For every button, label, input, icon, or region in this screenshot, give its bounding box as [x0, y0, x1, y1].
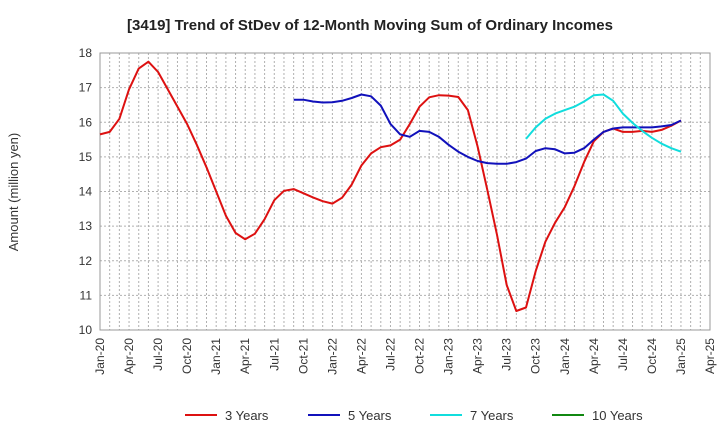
chart-title: [3419] Trend of StDev of 12-Month Moving…	[127, 17, 613, 34]
y-tick-label: 13	[79, 219, 93, 233]
y-axis-label: Amount (million yen)	[6, 133, 21, 252]
legend: 3 Years 5 Years 7 Years 10 Years	[185, 408, 643, 423]
y-tick-label: 16	[79, 115, 93, 129]
y-tick-label: 12	[79, 254, 93, 268]
legend-item-3-years: 3 Years	[185, 408, 269, 423]
x-tick-label: Apr-23	[471, 338, 485, 374]
x-tick-label: Jan-23	[442, 338, 456, 375]
x-tick-label: Jan-20	[93, 338, 107, 375]
x-tick-label: Oct-24	[645, 338, 659, 374]
y-tick-label: 14	[79, 185, 93, 199]
series-line-7-years	[525, 93, 682, 153]
x-tick-label: Oct-20	[180, 338, 194, 374]
grid-lines	[99, 52, 711, 331]
legend-item-10-years: 10 Years	[552, 408, 643, 423]
y-tick-label: 17	[79, 81, 93, 95]
x-tick-label: Jul-21	[267, 338, 281, 371]
legend-label: 5 Years	[348, 408, 392, 423]
series-line-3-years	[99, 60, 682, 312]
series-lines	[99, 60, 682, 312]
x-tick-label: Jul-22	[383, 338, 397, 371]
x-tick-label: Jan-21	[209, 338, 223, 375]
series-line-5-years	[293, 93, 682, 165]
y-tick-label: 18	[79, 46, 93, 60]
y-tick-label: 11	[80, 288, 93, 302]
legend-label: 7 Years	[470, 408, 514, 423]
x-tick-label: Apr-25	[703, 338, 717, 374]
x-tick-label: Apr-21	[238, 338, 252, 374]
x-tick-label: Apr-20	[122, 338, 136, 374]
x-tick-label: Jul-24	[616, 338, 630, 371]
x-tick-label: Jul-23	[500, 338, 514, 371]
y-tick-label: 15	[79, 150, 93, 164]
x-tick-label: Oct-23	[529, 338, 543, 374]
x-tick-label: Jul-20	[151, 338, 165, 371]
x-tick-label: Jan-24	[558, 338, 572, 375]
x-tick-label: Apr-22	[354, 338, 368, 374]
plot-area-border	[99, 52, 711, 331]
x-tick-label: Apr-24	[587, 338, 601, 374]
legend-label: 3 Years	[225, 408, 269, 423]
x-tick-label: Oct-21	[296, 338, 310, 374]
y-tick-label: 10	[79, 323, 93, 337]
axes: 10 11 12 13 14 15 16 17 18 Jan-20 Apr-20 Jul-20 Oct-…	[79, 46, 717, 375]
x-tick-label: Oct-22	[413, 338, 427, 374]
legend-item-5-years: 5 Years	[308, 408, 392, 423]
legend-label: 10 Years	[592, 408, 643, 423]
x-tick-label: Jan-25	[674, 338, 688, 375]
x-tick-label: Jan-22	[325, 338, 339, 375]
legend-item-7-years: 7 Years	[430, 408, 514, 423]
